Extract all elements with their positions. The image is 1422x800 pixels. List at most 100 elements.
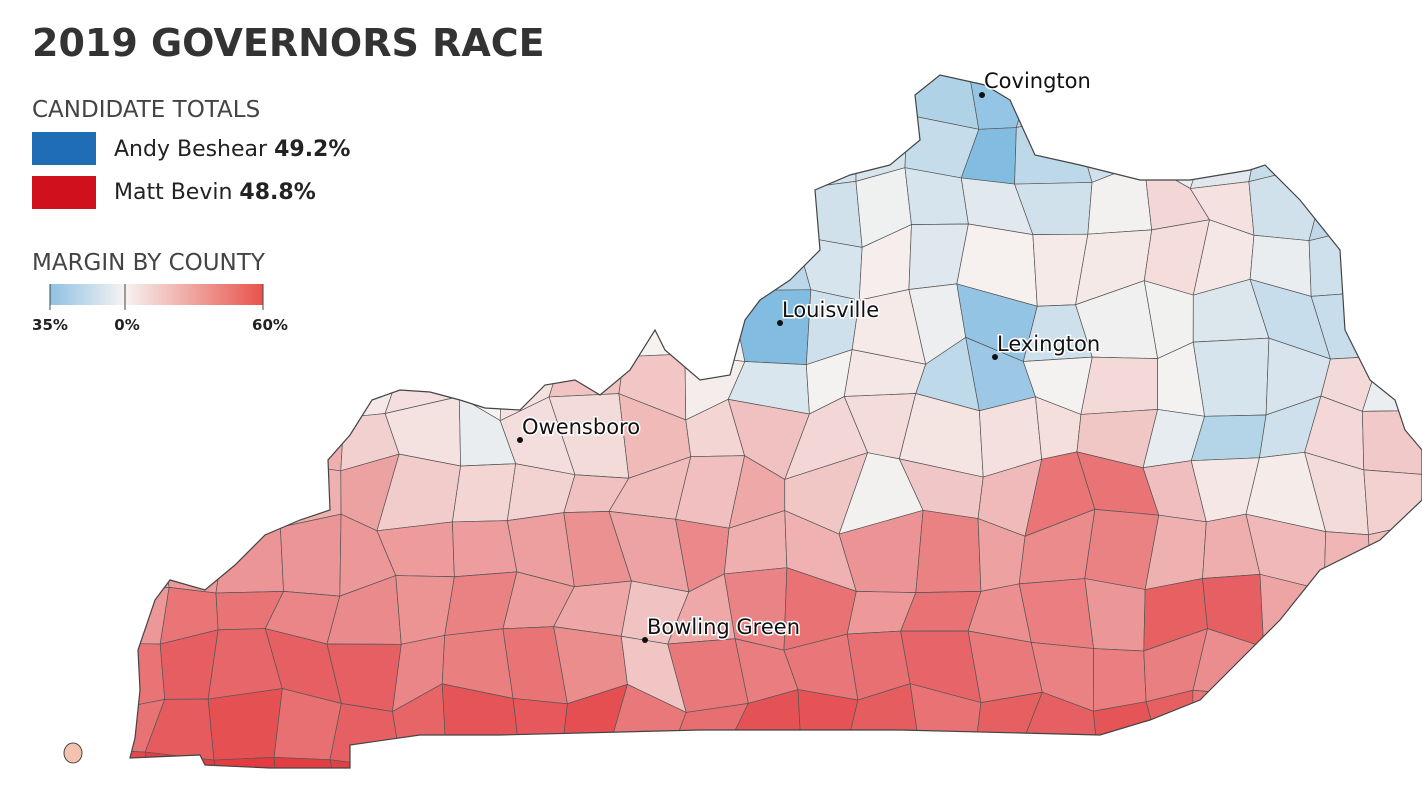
county	[1192, 689, 1275, 756]
candidate: Andy Beshear 49.2%	[114, 137, 350, 162]
scale-bar	[50, 284, 263, 305]
county	[569, 75, 628, 123]
county	[329, 703, 403, 768]
county	[1018, 578, 1095, 649]
county	[606, 188, 693, 246]
scale-label: 35%	[32, 316, 68, 334]
county	[1084, 578, 1146, 652]
county	[130, 334, 164, 407]
county	[213, 756, 279, 768]
county	[1308, 161, 1388, 242]
county	[281, 294, 340, 362]
county	[566, 244, 627, 307]
city-label: Covington	[984, 69, 1091, 93]
county	[327, 228, 398, 305]
county	[670, 290, 746, 362]
county	[395, 167, 460, 233]
county	[670, 222, 743, 298]
county	[281, 235, 340, 305]
county	[1257, 754, 1329, 768]
county	[1323, 531, 1371, 591]
city-dot	[517, 437, 523, 443]
county	[1316, 120, 1389, 188]
county	[437, 760, 522, 768]
margin-heading: MARGIN BY COUNTY	[32, 250, 266, 276]
county	[451, 109, 519, 189]
city-dot	[777, 320, 783, 326]
city-dot	[642, 637, 648, 643]
county	[723, 110, 803, 191]
county	[1012, 763, 1099, 768]
county	[1323, 574, 1391, 643]
county	[130, 457, 168, 539]
county	[154, 337, 214, 407]
county	[786, 110, 857, 191]
county	[1385, 740, 1422, 768]
county	[915, 509, 982, 593]
county	[552, 118, 627, 189]
county	[919, 749, 975, 768]
county	[846, 744, 928, 768]
county	[393, 765, 448, 768]
county	[384, 109, 460, 169]
county	[1310, 756, 1389, 768]
county	[130, 520, 170, 594]
swatch-beshear	[32, 132, 96, 165]
county	[161, 452, 229, 539]
county	[329, 280, 405, 362]
city-label: Bowling Green	[647, 615, 800, 639]
city-dot	[979, 92, 985, 98]
county	[279, 513, 342, 597]
county	[1258, 642, 1331, 701]
county	[625, 75, 694, 125]
county	[1369, 574, 1422, 635]
county	[1188, 741, 1275, 768]
county	[1303, 633, 1391, 709]
county	[1362, 410, 1422, 476]
county	[1369, 225, 1422, 292]
county	[434, 276, 502, 353]
county	[683, 187, 743, 226]
county	[512, 698, 568, 761]
county	[130, 400, 168, 471]
county	[1248, 106, 1331, 183]
county	[451, 463, 517, 523]
county	[276, 399, 345, 472]
county	[327, 167, 398, 239]
county	[268, 75, 341, 117]
county	[276, 357, 345, 419]
county	[1363, 469, 1422, 536]
county	[725, 747, 802, 768]
county	[679, 114, 752, 190]
county	[207, 357, 283, 401]
county	[786, 180, 863, 248]
county	[1214, 75, 1268, 110]
county	[1257, 695, 1312, 758]
county	[223, 452, 281, 539]
scale-label: 0%	[114, 316, 139, 334]
city-label: Lexington	[997, 332, 1100, 356]
county	[1092, 648, 1147, 712]
county	[375, 279, 454, 360]
county	[1014, 114, 1093, 185]
county	[1364, 129, 1422, 190]
county	[856, 75, 925, 116]
county	[375, 228, 456, 282]
county	[1192, 337, 1270, 417]
county	[1263, 75, 1318, 122]
city-dot	[992, 354, 998, 360]
county	[495, 759, 571, 768]
county	[130, 642, 166, 711]
county	[729, 222, 812, 292]
county	[1361, 347, 1422, 412]
county	[606, 118, 685, 190]
county	[207, 688, 283, 761]
candidate: Matt Bevin 48.8%	[114, 180, 316, 205]
county	[797, 689, 859, 749]
county	[612, 280, 686, 358]
county	[1133, 75, 1218, 110]
county	[215, 526, 284, 594]
county	[1377, 278, 1422, 357]
title: 2019 GOVERNORS RACE	[32, 21, 545, 65]
county	[1092, 701, 1159, 765]
